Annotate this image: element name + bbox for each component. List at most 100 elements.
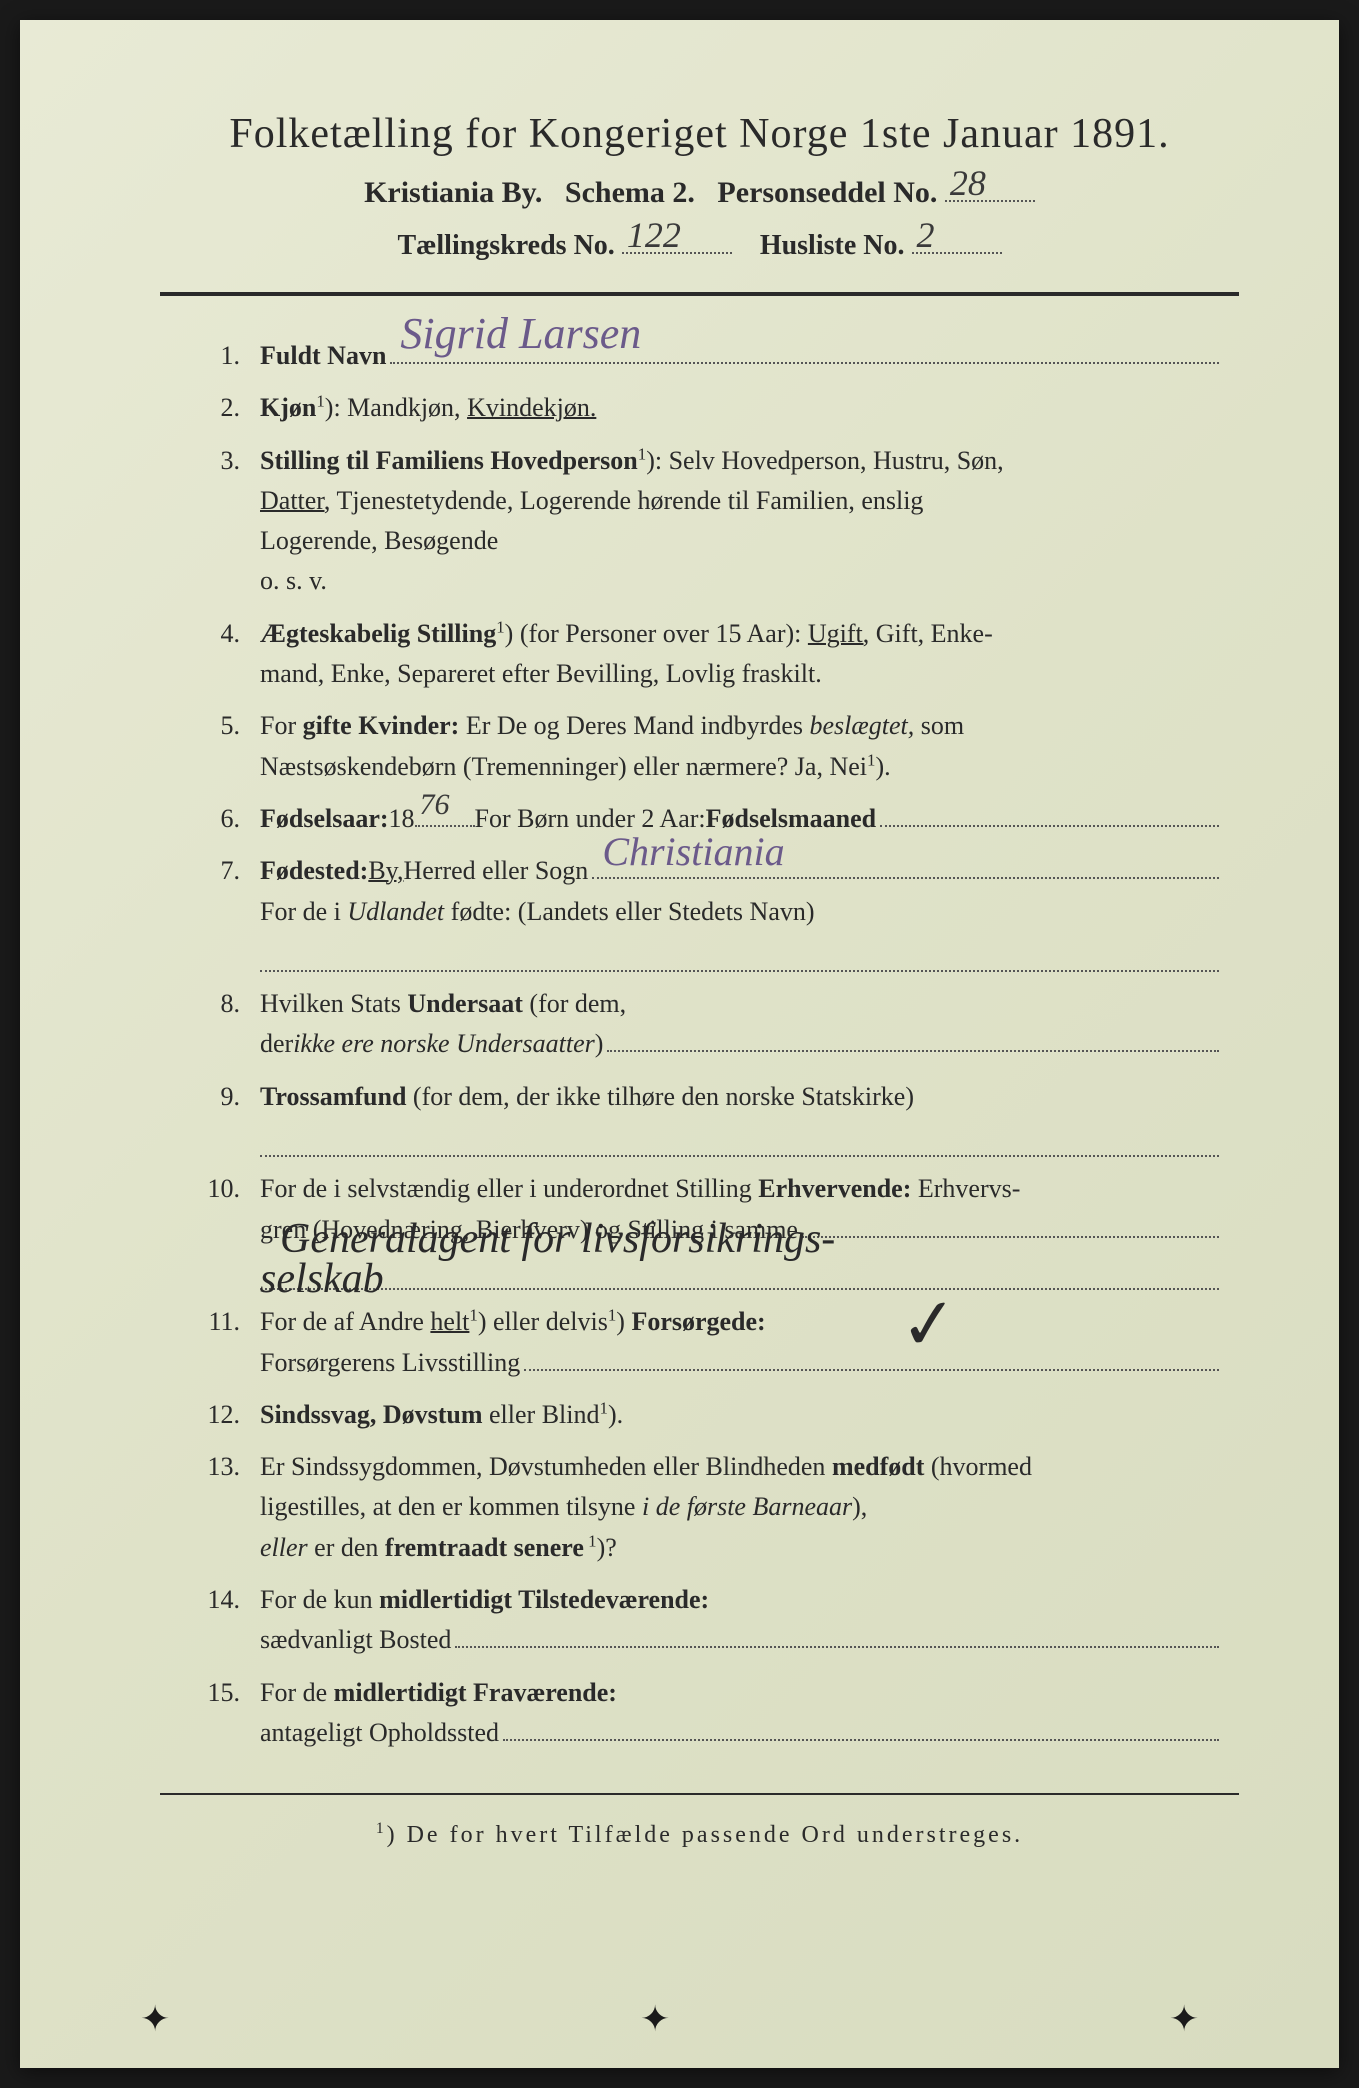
num-2: 2. xyxy=(200,388,260,428)
num-3: 3. xyxy=(200,441,260,481)
row-8: 8. Hvilken Stats Undersaat (for dem, der… xyxy=(200,984,1219,1065)
num-12: 12. xyxy=(200,1395,260,1435)
text-15-2: antageligt Opholdssted xyxy=(260,1713,499,1753)
sup-11b: 1 xyxy=(608,1306,616,1325)
check-mark-icon: ✓ xyxy=(896,1270,964,1383)
punch-mark-icon: ✦ xyxy=(1169,1998,1199,2028)
label-fuldt-navn: Fuldt Navn xyxy=(260,336,386,376)
text-7-rest: Herred eller Sogn xyxy=(403,851,588,891)
text-2a: ): Mandkjøn, xyxy=(325,393,467,422)
text-13-2pre: ligestilles, at den er kommen tilsyne xyxy=(260,1492,642,1521)
sup-12: 1 xyxy=(600,1398,608,1417)
label-fremtraadt: fremtraadt senere xyxy=(385,1533,584,1562)
row-15: 15. For de midlertidigt Fraværende: anta… xyxy=(200,1673,1219,1754)
form-body: 1. Fuldt Navn Sigrid Larsen 2. Kjøn1): M… xyxy=(160,336,1239,1753)
divider-bottom xyxy=(160,1793,1239,1795)
label-kjon: Kjøn xyxy=(260,393,316,422)
text-4-2: mand, Enke, Separeret efter Bevilling, L… xyxy=(260,659,822,688)
text-8-1pre: Hvilken Stats xyxy=(260,989,407,1018)
row-5: 5. For gifte Kvinder: Er De og Deres Man… xyxy=(200,706,1219,787)
text-8-1rest: (for dem, xyxy=(523,989,626,1018)
ugift-underlined: Ugift, xyxy=(808,619,869,648)
text-5-2: Næstsøskendebørn (Tremenninger) eller næ… xyxy=(260,752,867,781)
bosted-field xyxy=(455,1622,1219,1648)
num-9: 9. xyxy=(200,1077,260,1117)
label-undersaat: Undersaat xyxy=(407,989,523,1018)
sup-11a: 1 xyxy=(469,1306,477,1325)
sup-2: 1 xyxy=(316,392,324,411)
text-11-2: Forsørgerens Livsstilling xyxy=(260,1343,520,1383)
label-medfodt: medfødt xyxy=(832,1452,924,1481)
num-8: 8. xyxy=(200,984,260,1024)
text-3-4: o. s. v. xyxy=(260,566,327,595)
trossamfund-field xyxy=(260,1126,1219,1157)
kreds-field: 122 xyxy=(622,252,732,254)
num-5: 5. xyxy=(200,706,260,746)
label-trossamfund: Trossamfund xyxy=(260,1082,406,1111)
text-14-2: sædvanligt Bosted xyxy=(260,1620,451,1660)
text-5-1b: som xyxy=(914,711,964,740)
text-13-3rest: er den xyxy=(308,1533,385,1562)
main-title: Folketælling for Kongeriget Norge 1ste J… xyxy=(160,110,1239,158)
num-15: 15. xyxy=(200,1673,260,1713)
text-6-prefix: 18 xyxy=(389,799,415,839)
num-1: 1. xyxy=(200,336,260,376)
text-8-2rest: ) xyxy=(595,1024,604,1064)
row-11: 11. For de af Andre helt1) eller delvis1… xyxy=(200,1302,1219,1383)
text-12-end: ). xyxy=(608,1400,623,1429)
name-value: Sigrid Larsen xyxy=(400,300,641,368)
punch-mark-icon: ✦ xyxy=(640,1998,670,2028)
label-erhvervende: Erhvervende: xyxy=(758,1174,911,1203)
footnote: 1) De for hvert Tilfælde passende Ord un… xyxy=(160,1820,1239,1849)
text-4-1b: Gift, Enke- xyxy=(869,619,992,648)
text-12-rest: eller Blind xyxy=(483,1400,600,1429)
forsorger-field xyxy=(524,1345,1219,1371)
label-fodselsaar: Fødselsaar: xyxy=(260,799,389,839)
label-sindssvag: Sindssvag, Døvstum xyxy=(260,1400,483,1429)
kreds-label: Tællingskreds No. xyxy=(397,230,614,261)
text-7-2italic: Udlandet xyxy=(347,897,444,926)
num-4: 4. xyxy=(200,614,260,654)
erhverv-field-1 xyxy=(802,1212,1219,1238)
label-fravaerende: midlertidigt Fraværende: xyxy=(334,1678,617,1707)
row-12: 12. Sindssvag, Døvstum eller Blind1). xyxy=(200,1395,1219,1435)
row-2: 2. Kjøn1): Mandkjøn, Kvindekjøn. xyxy=(200,388,1219,428)
row-14: 14. For de kun midlertidigt Tilstedevære… xyxy=(200,1580,1219,1661)
text-15-pre: For de xyxy=(260,1678,334,1707)
text-3-1: ): Selv Hovedperson, Hustru, Søn, xyxy=(646,446,1003,475)
label-aegteskab: Ægteskabelig Stilling xyxy=(260,619,496,648)
text-13-1pre: Er Sindssygdommen, Døvstumheden eller Bl… xyxy=(260,1452,832,1481)
label-tilstede: midlertidigt Tilstedeværende: xyxy=(379,1585,709,1614)
num-7: 7. xyxy=(200,851,260,891)
by-underlined: By, xyxy=(368,851,403,891)
census-form-page: Folketælling for Kongeriget Norge 1ste J… xyxy=(20,20,1339,2068)
name-field: Sigrid Larsen xyxy=(390,338,1219,364)
personseddel-label: Personseddel No. xyxy=(717,176,937,209)
text-5-italic: beslægtet, xyxy=(810,711,915,740)
kreds-value: 122 xyxy=(627,214,681,256)
month-field xyxy=(880,801,1219,827)
text-10-1pre: For de i selvstændig eller i underordnet… xyxy=(260,1174,758,1203)
text-3-3: Logerende, Besøgende xyxy=(260,526,498,555)
fodested-field: Christiania xyxy=(592,853,1219,879)
text-7-2pre: For de i xyxy=(260,897,347,926)
text-13-2italic: i de første Barneaar xyxy=(642,1492,852,1521)
divider-top xyxy=(160,292,1239,296)
text-9-rest: (for dem, der ikke tilhøre den norske St… xyxy=(406,1082,914,1111)
num-14: 14. xyxy=(200,1580,260,1620)
text-3-2: Tjenestetydende, Logerende hørende til F… xyxy=(330,486,923,515)
text-8-2pre: der xyxy=(260,1024,293,1064)
subtitle-2: Tællingskreds No. 122 Husliste No. 2 xyxy=(160,230,1239,262)
row-4: 4. Ægteskabelig Stilling1) (for Personer… xyxy=(200,614,1219,695)
personseddel-value: 28 xyxy=(950,162,986,204)
text-13-1rest: (hvormed xyxy=(924,1452,1032,1481)
text-11-rest: ) xyxy=(616,1307,631,1336)
footnote-text: ) De for hvert Tilfælde passende Ord und… xyxy=(387,1822,1024,1848)
udlandet-field xyxy=(260,941,1219,972)
row-7: 7. Fødested: By, Herred eller Sogn Chris… xyxy=(200,851,1219,972)
opholdssted-field xyxy=(503,1715,1219,1741)
row-13: 13. Er Sindssygdommen, Døvstumheden elle… xyxy=(200,1447,1219,1568)
husliste-field: 2 xyxy=(912,252,1002,254)
label-forsorgede: Forsørgede: xyxy=(631,1307,765,1336)
sup-13: 1 xyxy=(584,1531,597,1550)
